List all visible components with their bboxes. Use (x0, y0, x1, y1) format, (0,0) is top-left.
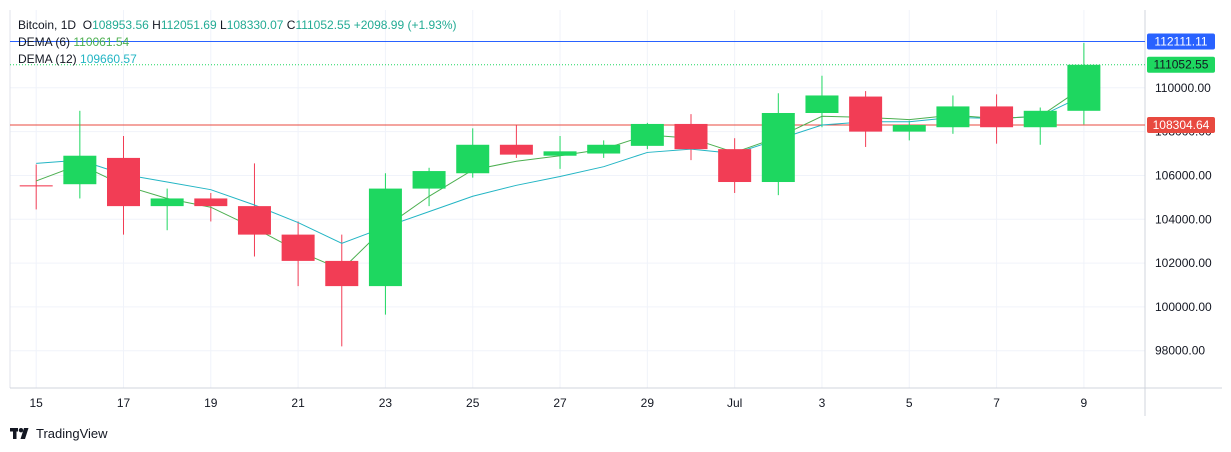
ohlc-row[interactable]: Bitcoin, 1D O108953.56 H112051.69 L10833… (18, 18, 457, 32)
date-tick-label: 9 (1081, 396, 1088, 410)
candle-body-up (630, 123, 664, 146)
date-tick-label: Jul (727, 396, 742, 410)
dema12-label: DEMA (12) (18, 52, 77, 66)
candle-body-up (150, 198, 184, 207)
date-tick-label: 21 (291, 396, 305, 410)
candle-body-up (63, 155, 97, 185)
candle-body-down (19, 185, 53, 187)
open-value: 108953.56 (92, 18, 149, 32)
last-price-line-badge-label: 111052.55 (1154, 58, 1209, 72)
date-tick-label: 19 (204, 396, 218, 410)
candle-body-down (325, 260, 359, 287)
low-value: 108330.07 (226, 18, 284, 32)
price-tick-label: 106000.00 (1155, 168, 1212, 182)
high-line-badge-label: 112111.11 (1154, 35, 1207, 49)
dema6-label: DEMA (6) (18, 35, 71, 49)
low-label: L (220, 18, 227, 32)
candle-body-down (849, 96, 883, 132)
candle-bodies (19, 64, 1101, 287)
high-line-badge (1147, 33, 1215, 50)
candle-body-down (674, 123, 708, 150)
close-value: 111052.55 (295, 18, 351, 32)
candle-body-up (587, 144, 621, 154)
price-tick-label: 110000.00 (1155, 81, 1211, 95)
dema6-value: 110061.54 (73, 35, 130, 49)
last-price-line-badge (1147, 56, 1215, 73)
change-value: +2098.99 (+1.93%) (353, 18, 457, 32)
chart-legend: Bitcoin, 1D O108953.56 H112051.69 L10833… (18, 17, 456, 68)
candle-body-up (761, 112, 795, 183)
level-line-badge (1147, 116, 1215, 133)
candle-body-up (412, 171, 446, 189)
price-axis[interactable]: 98000.00 100000.00 102000.00 104000.00 10600… (1155, 81, 1212, 358)
candle-body-up (1067, 64, 1101, 111)
candle-body-down (107, 157, 140, 207)
candle-body-down (237, 206, 271, 235)
date-tick-label: 29 (641, 396, 655, 410)
candle-body-down (718, 149, 752, 183)
candle-body-down (499, 144, 533, 155)
tradingview-logo-icon (10, 427, 29, 439)
dema6-row[interactable]: DEMA (6) 110061.54 (18, 34, 456, 51)
candle-body-up (368, 188, 402, 287)
candle-body-up (543, 151, 577, 156)
tradingview-brand-name: TradingView (36, 426, 108, 441)
date-tick-label: 17 (117, 396, 131, 410)
dema12-line (36, 95, 1085, 244)
time-axis[interactable]: 15 17 19 21 23 25 27 29 Jul 3 5 7 9 (30, 396, 1088, 410)
candle-body-up (936, 106, 970, 128)
symbol-name[interactable]: Bitcoin (18, 18, 55, 32)
date-tick-label: 27 (553, 396, 567, 410)
high-label: H (152, 18, 161, 32)
dema12-value: 109660.57 (80, 52, 137, 66)
dema12-row[interactable]: DEMA (12) 109660.57 (18, 51, 456, 68)
price-tick-label: 104000.00 (1155, 212, 1212, 226)
price-tick-label: 102000.00 (1155, 256, 1212, 270)
candle-body-up (805, 95, 839, 113)
price-badges: 112111.11 111052.55 108304.64 (1147, 33, 1215, 133)
tradingview-logo[interactable]: TradingView (10, 426, 108, 441)
candle-body-down (980, 106, 1014, 128)
date-tick-label: 3 (819, 396, 826, 410)
high-value: 112051.69 (160, 18, 217, 32)
candle-body-up (456, 144, 490, 174)
price-tick-label: 100000.00 (1155, 300, 1212, 314)
candle-body-up (892, 125, 926, 132)
close-label: C (286, 18, 296, 32)
date-tick-label: 23 (379, 396, 393, 410)
candle-body-up (1023, 110, 1057, 128)
candle-body-down (194, 198, 228, 207)
price-tick-label: 98000.00 (1155, 344, 1205, 358)
date-tick-label: 5 (906, 396, 913, 410)
candle-body-down (281, 234, 315, 261)
interval[interactable]: 1D (60, 18, 77, 32)
date-tick-label: 25 (466, 396, 480, 410)
level-line-badge-label: 108304.64 (1153, 118, 1210, 132)
date-tick-label: 7 (993, 396, 1000, 410)
grid (10, 10, 1145, 388)
date-tick-label: 15 (30, 396, 44, 410)
open-label: O (82, 18, 93, 32)
